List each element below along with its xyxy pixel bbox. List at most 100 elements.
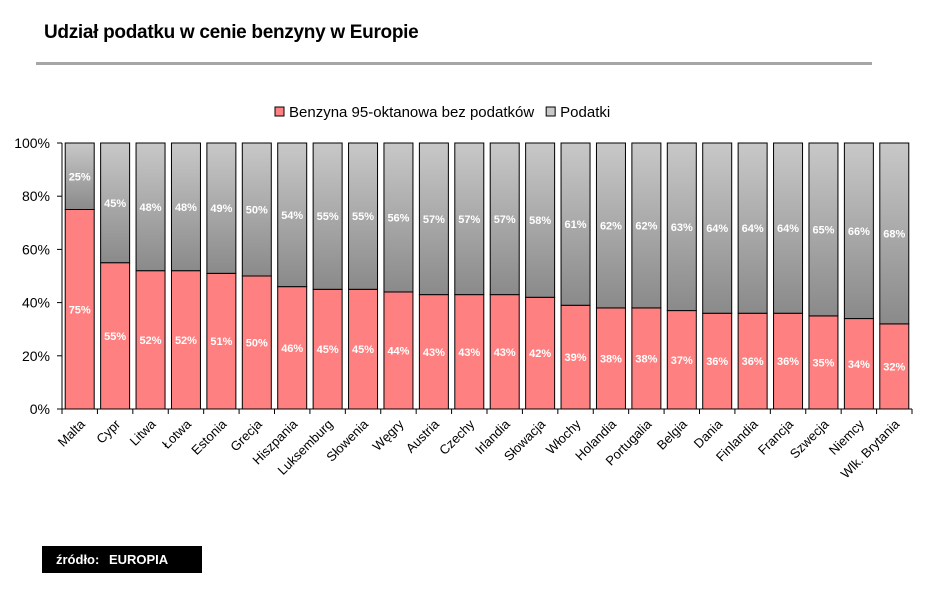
bar-segment-base xyxy=(64,209,95,410)
bar-segment-tax xyxy=(277,142,308,288)
x-category-label: Cypr xyxy=(93,416,123,446)
bar-segment-base xyxy=(525,296,556,410)
bar-segment-base xyxy=(348,288,379,410)
legend-swatch xyxy=(274,106,285,117)
data-label-base: 51% xyxy=(210,336,232,348)
data-label-tax: 48% xyxy=(175,202,197,214)
bar-segment-tax xyxy=(64,142,95,210)
bar-segment-tax xyxy=(489,142,520,296)
bar-segment-base xyxy=(773,312,804,410)
data-label-base: 52% xyxy=(140,335,162,347)
data-label-tax: 56% xyxy=(387,212,409,224)
source-box: źródło: EUROPIA xyxy=(42,546,202,573)
data-label-tax: 55% xyxy=(317,211,339,223)
legend-label: Benzyna 95-oktanowa bez podatków xyxy=(289,104,534,121)
data-label-base: 55% xyxy=(104,331,126,343)
data-label-tax: 55% xyxy=(352,211,374,223)
bar-segment-base xyxy=(666,310,697,410)
y-tick-label: 60% xyxy=(22,241,50,257)
bar-segment-tax xyxy=(135,142,166,272)
bar-segment-base xyxy=(454,294,485,410)
data-label-tax: 62% xyxy=(600,220,622,232)
data-label-base: 50% xyxy=(246,338,268,350)
page-title: Udział podatku w cenie benzyny w Europie xyxy=(44,22,419,43)
bar-segment-tax xyxy=(702,142,733,314)
data-label-tax: 61% xyxy=(565,219,587,231)
data-label-tax: 54% xyxy=(281,210,303,222)
data-label-tax: 58% xyxy=(529,215,551,227)
data-label-tax: 62% xyxy=(635,220,657,232)
x-category-label: Estonia xyxy=(188,416,230,458)
bar-segment-tax xyxy=(666,142,697,312)
data-label-base: 42% xyxy=(529,348,551,360)
bar-segment-base xyxy=(631,307,662,410)
bar-segment-tax xyxy=(418,142,449,296)
y-tick-label: 100% xyxy=(14,135,50,151)
data-label-tax: 57% xyxy=(494,214,516,226)
data-label-base: 45% xyxy=(352,344,374,356)
bar-segment-base xyxy=(843,318,874,410)
data-label-base: 46% xyxy=(281,343,303,355)
x-category-label: Austria xyxy=(403,416,443,456)
data-label-tax: 50% xyxy=(246,205,268,217)
data-label-tax: 49% xyxy=(210,203,232,215)
data-label-tax: 57% xyxy=(423,214,445,226)
data-label-tax: 64% xyxy=(742,223,764,235)
data-label-tax: 25% xyxy=(69,171,91,183)
bar-segment-tax xyxy=(241,142,272,277)
data-label-base: 44% xyxy=(387,345,409,357)
data-label-tax: 66% xyxy=(848,226,870,238)
bar-segment-tax xyxy=(773,142,804,314)
bar-segment-tax xyxy=(454,142,485,296)
bar-segment-base xyxy=(206,272,237,410)
source-label: źródło: xyxy=(56,552,100,567)
bar-segment-tax xyxy=(843,142,874,320)
source-value: EUROPIA xyxy=(108,552,169,567)
bar-segment-tax xyxy=(879,142,910,325)
data-label-base: 32% xyxy=(883,361,905,373)
data-label-base: 43% xyxy=(494,347,516,359)
data-label-tax: 64% xyxy=(777,223,799,235)
data-label-base: 36% xyxy=(777,356,799,368)
bar-segment-tax xyxy=(100,142,131,264)
bar-segment-base xyxy=(489,294,520,410)
data-label-base: 36% xyxy=(706,356,728,368)
x-category-label: Malta xyxy=(55,416,89,450)
legend-swatch xyxy=(545,106,556,117)
bar-segment-tax xyxy=(525,142,556,298)
bar-segment-base xyxy=(135,270,166,410)
bar-segment-base xyxy=(312,288,343,410)
y-tick-label: 80% xyxy=(22,188,50,204)
data-label-base: 75% xyxy=(69,304,91,316)
x-category-label: Szwecja xyxy=(787,416,832,461)
bar-segment-base xyxy=(383,291,414,410)
bar-segment-tax xyxy=(383,142,414,293)
stacked-bar-chart: Benzyna 95-oktanowa bez podatków Podatki … xyxy=(14,104,913,481)
bar-segment-tax xyxy=(631,142,662,309)
bar-segment-tax xyxy=(808,142,839,317)
bar-segment-tax xyxy=(348,142,379,290)
legend-label: Podatki xyxy=(560,104,610,121)
y-tick-label: 20% xyxy=(22,348,50,364)
data-label-tax: 68% xyxy=(883,228,905,240)
bar-segment-tax xyxy=(206,142,237,274)
data-label-base: 43% xyxy=(423,347,445,359)
data-label-tax: 45% xyxy=(104,198,126,210)
bar-segment-base xyxy=(595,307,626,410)
data-label-base: 52% xyxy=(175,335,197,347)
bar-segment-base xyxy=(277,286,308,410)
data-label-base: 34% xyxy=(848,359,870,371)
data-label-base: 45% xyxy=(317,344,339,356)
chart-legend: Benzyna 95-oktanowa bez podatków Podatki xyxy=(274,104,610,121)
data-label-base: 35% xyxy=(812,357,834,369)
x-category-label: Litwa xyxy=(127,416,160,449)
bar-segment-base xyxy=(702,312,733,410)
y-tick-label: 0% xyxy=(30,401,50,417)
bar-segment-tax xyxy=(312,142,343,290)
bar-segment-base xyxy=(879,323,910,410)
data-label-base: 39% xyxy=(565,352,587,364)
data-label-base: 38% xyxy=(600,353,622,365)
bar-segment-tax xyxy=(170,142,201,272)
data-label-tax: 64% xyxy=(706,223,728,235)
bar-segment-tax xyxy=(560,142,591,306)
